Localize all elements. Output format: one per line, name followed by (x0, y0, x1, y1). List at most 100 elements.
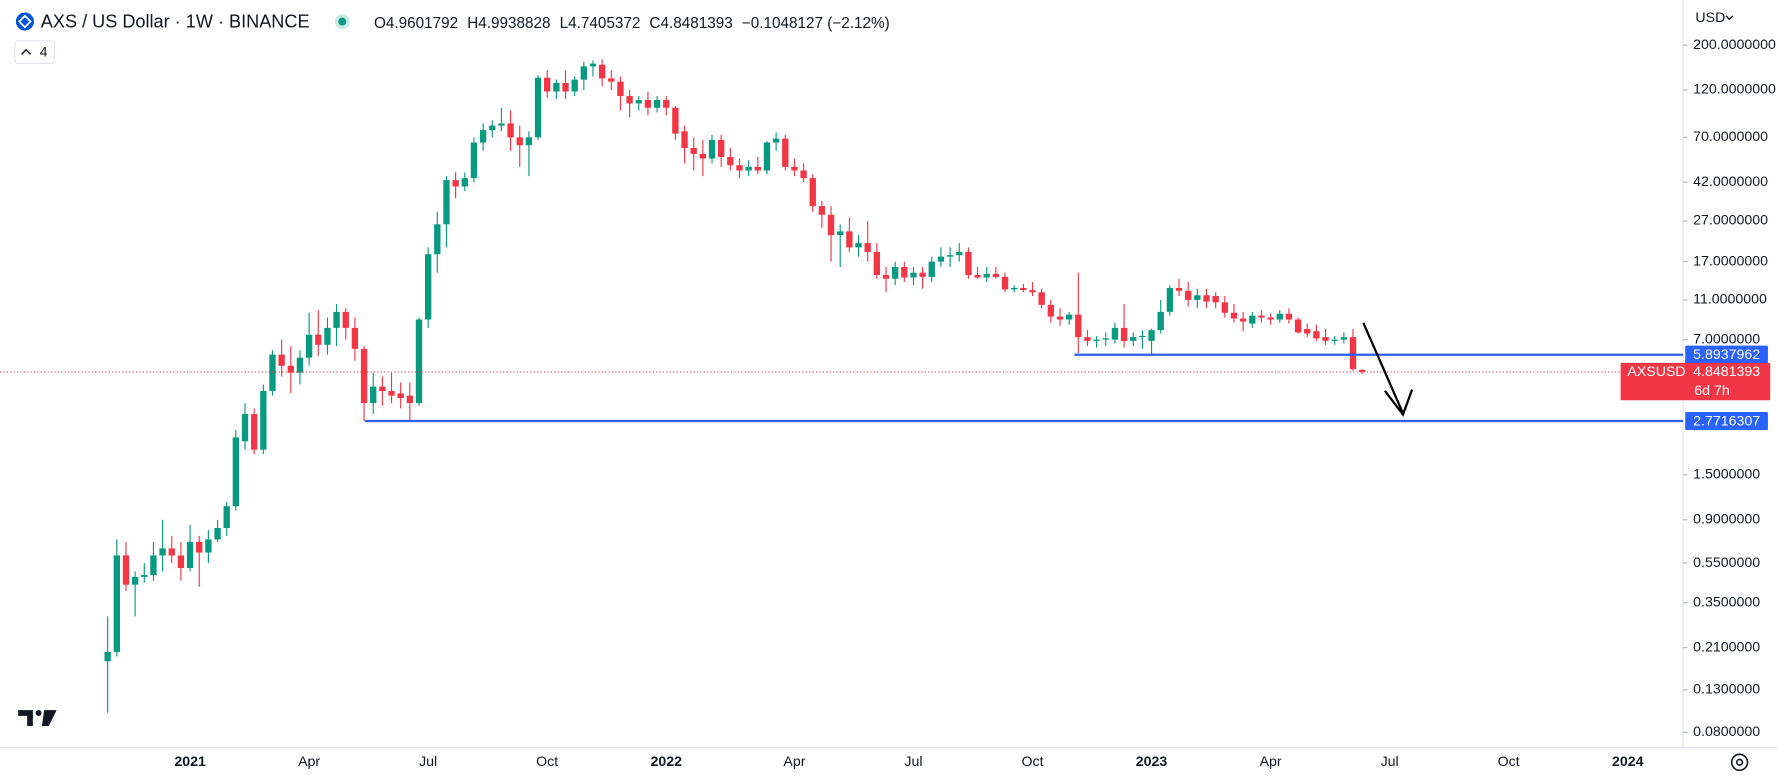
y-tick-label: 27.0000000 (1693, 213, 1768, 229)
price-labels: 5.8937962 2.7716307 AXSUSD 4.8481393 6d 7h (1620, 345, 1771, 431)
plot-area: 200.0000000 120.0000000 70.0000000 42.00000… (0, 37, 1776, 770)
x-tick-label: Apr (298, 754, 320, 770)
tv-logo[interactable] (18, 710, 57, 727)
symbol-icon-glyph (18, 14, 32, 29)
candle-body (1258, 315, 1265, 318)
currency[interactable]: USD (1695, 10, 1725, 26)
y-tick-label: 0.2100000 (1693, 639, 1760, 655)
arrow-head (1383, 389, 1414, 417)
indicators-chip[interactable] (14, 40, 55, 64)
arrow-drawing (1362, 322, 1414, 417)
candle-body (598, 64, 606, 79)
settings-icon[interactable] (1730, 753, 1749, 771)
candle-body (534, 77, 542, 138)
ohlc-label: C (649, 15, 660, 32)
candle-body (992, 273, 1000, 277)
candle-body (205, 539, 212, 553)
candle-body (397, 393, 404, 399)
candle-body (672, 107, 679, 134)
x-tick-label: Oct (1021, 754, 1043, 770)
candle-body (1148, 330, 1155, 341)
ohlc-label: H (467, 15, 478, 32)
candle-body (1093, 339, 1100, 341)
ohlc-value: 4.9601792 (386, 15, 458, 32)
candle-body (186, 541, 194, 568)
candle-body (379, 386, 386, 391)
candle-body (635, 100, 642, 104)
y-tick-label: 70.0000000 (1693, 129, 1768, 145)
candle-body (571, 79, 578, 92)
candle-body (928, 261, 935, 277)
candle-body (1157, 311, 1164, 331)
candle-body (1175, 287, 1183, 291)
logo-part (41, 710, 57, 727)
symbol-icon[interactable] (15, 12, 34, 31)
arrow-shaft (1362, 322, 1405, 414)
y-tick-label: 200.0000000 (1693, 37, 1776, 53)
candle-body (1294, 319, 1302, 333)
candle-body (214, 527, 221, 540)
candle-body (287, 365, 294, 373)
candle-body (580, 66, 587, 80)
candle-body (882, 275, 890, 279)
symbol-title[interactable]: AXS / US Dollar · 1W · BINANCE (41, 11, 310, 31)
candle-body (983, 273, 990, 278)
gear-ring (1730, 753, 1749, 771)
candle-body (1313, 331, 1320, 339)
candle-body (1102, 338, 1109, 340)
candle-body (946, 255, 954, 257)
candle-body (1020, 287, 1027, 291)
ohlc-value: 4.8481393 (660, 15, 732, 32)
x-tick-label: Oct (1498, 754, 1520, 770)
logo-part (35, 710, 42, 716)
last-price-symbol: AXSUSD (1627, 364, 1685, 380)
candle-body (745, 166, 752, 171)
gear-hub (1735, 758, 1744, 766)
candle-body (846, 231, 853, 248)
market-status[interactable] (334, 14, 350, 29)
candle-body (690, 148, 697, 154)
candle-body (873, 251, 881, 276)
candle-body (498, 123, 505, 126)
candle-body (1276, 313, 1283, 320)
candle-body (470, 142, 478, 179)
candle-body (800, 170, 807, 179)
candle-body (754, 166, 761, 171)
candle-body (1358, 369, 1366, 372)
candle-body (727, 156, 734, 166)
candle-body (177, 555, 185, 568)
ohlc-change: −0.1048127 (−2.12%) (742, 15, 890, 32)
y-tick-label: 42.0000000 (1693, 174, 1768, 190)
ohlc-value: 4.7405372 (568, 15, 640, 32)
candle-body (131, 576, 139, 585)
candle-body (388, 390, 395, 396)
candle-body (626, 96, 633, 104)
candle-body (278, 354, 285, 366)
candle-body (525, 137, 533, 146)
candle-body (370, 386, 377, 404)
x-tick-label: Jul (419, 754, 437, 770)
candle-body (1221, 302, 1228, 313)
candle-body (1203, 295, 1210, 302)
candle-body (818, 206, 826, 215)
candle-body (1230, 312, 1238, 319)
x-tick-label: Apr (1260, 754, 1282, 770)
candle-body (104, 651, 111, 662)
candle-body (1075, 314, 1082, 338)
x-tick-label: Jul (904, 754, 922, 770)
currency-chevron (1725, 15, 1734, 21)
candle-body (718, 139, 725, 157)
candle-body (443, 180, 450, 225)
candle-body (965, 251, 972, 276)
candle-body (736, 165, 743, 171)
candle-body (763, 142, 771, 171)
last-price-bg (1620, 362, 1771, 401)
candle-body (315, 334, 322, 345)
candle-body (1194, 295, 1201, 300)
level-label: 5.8937962 (1693, 347, 1760, 363)
y-tick-label: 0.5500000 (1693, 555, 1760, 571)
candle-body (891, 266, 899, 279)
candle-body (141, 575, 148, 577)
ohlc-readout: O4.9601792 H4.9938828 L4.7405372 C4.8481393… (374, 15, 890, 32)
